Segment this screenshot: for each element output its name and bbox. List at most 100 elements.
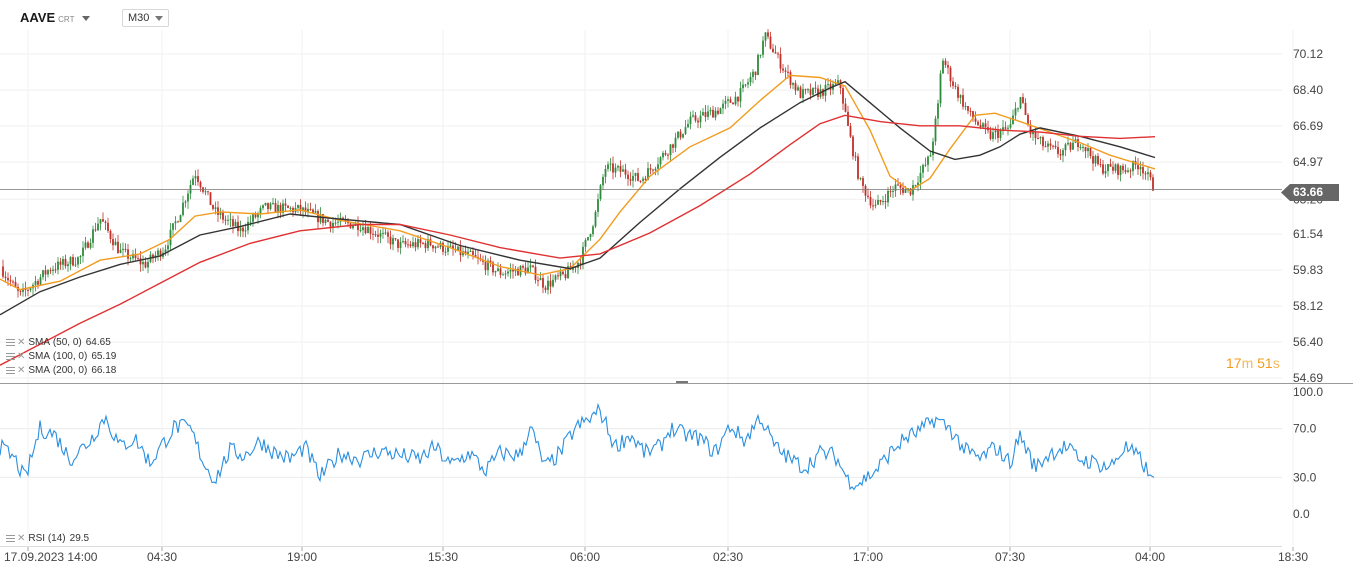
candle-body: [699, 115, 702, 123]
candle-body: [797, 87, 799, 91]
candle-body: [409, 244, 412, 247]
candle-body: [1029, 124, 1032, 135]
price-tick-label: 64.97: [1293, 155, 1323, 169]
candle-body: [1072, 142, 1074, 150]
candle-body: [1082, 146, 1084, 148]
candle-body: [899, 185, 902, 188]
candle-body: [272, 203, 274, 205]
candle-body: [549, 280, 552, 287]
legend-label: SMA: [28, 351, 51, 362]
remove-icon[interactable]: ✕: [17, 337, 26, 348]
candle-body: [1007, 127, 1009, 129]
legend-value: 64.65: [85, 337, 111, 348]
candle-body: [814, 87, 817, 89]
candle-body: [1114, 164, 1117, 171]
settings-lines-icon[interactable]: [6, 535, 15, 542]
candle-body: [749, 77, 752, 83]
candle-body: [84, 242, 87, 248]
candle-body: [969, 110, 972, 112]
candle-body: [89, 242, 92, 248]
candle-body: [1069, 142, 1072, 150]
candle-body: [204, 191, 207, 193]
candle-body: [369, 227, 372, 234]
candle-body: [1122, 165, 1124, 171]
candle-body: [729, 99, 732, 103]
candle-body: [869, 196, 872, 206]
candle-body: [209, 192, 212, 206]
candle-body: [152, 254, 154, 259]
candle-body: [37, 281, 39, 285]
candle-body: [662, 152, 664, 158]
countdown-minutes: 17: [1226, 355, 1242, 371]
candle-body: [677, 131, 679, 138]
candle-body: [72, 257, 74, 266]
candle-body: [882, 201, 884, 203]
candle-body: [982, 123, 984, 128]
candle-countdown: 17m 51s: [1226, 355, 1280, 371]
candle-body: [199, 182, 202, 188]
candle-body: [219, 212, 222, 215]
candle-body: [1017, 108, 1019, 110]
candle-body: [207, 191, 209, 193]
candle-body: [114, 241, 117, 246]
candle-body: [1112, 166, 1114, 171]
candle-body: [39, 277, 42, 285]
candle-body: [887, 190, 889, 203]
candle-body: [597, 199, 599, 212]
candle-body: [189, 184, 192, 194]
candle-body: [719, 108, 722, 114]
candle-body: [622, 169, 624, 172]
symbol-selector[interactable]: AAVE CRT: [20, 10, 91, 25]
candle-body: [639, 180, 642, 182]
candle-body: [1117, 164, 1119, 175]
candle-body: [1004, 127, 1007, 129]
time-tick-label: 06:00: [570, 550, 600, 564]
candle-body: [447, 246, 449, 252]
candle-body: [689, 116, 692, 124]
candle-body: [632, 175, 634, 181]
candle-body: [742, 84, 744, 89]
candle-body: [704, 112, 707, 117]
timeframe-selector[interactable]: M30: [122, 9, 170, 27]
candle-body: [774, 52, 777, 54]
candle-body: [487, 260, 489, 271]
remove-icon[interactable]: ✕: [17, 365, 26, 376]
candle-body: [872, 205, 874, 207]
candle-body: [624, 169, 627, 175]
settings-lines-icon[interactable]: [6, 339, 15, 346]
candle-body: [837, 80, 839, 84]
candle-body: [954, 85, 957, 87]
candle-body: [967, 106, 969, 111]
candle-body: [702, 112, 704, 116]
candle-body: [414, 242, 417, 248]
remove-icon[interactable]: ✕: [17, 533, 26, 544]
candle-body: [214, 207, 217, 209]
candle-body: [119, 249, 122, 253]
candle-body: [579, 262, 582, 265]
candle-body: [87, 242, 89, 248]
settings-lines-icon[interactable]: [6, 353, 15, 360]
candle-body: [842, 88, 844, 104]
legend-params: (100, 0): [52, 351, 88, 362]
candle-body: [427, 239, 429, 249]
candle-body: [247, 221, 249, 231]
candle-body: [1124, 170, 1127, 173]
candle-body: [609, 163, 612, 165]
candle-body: [144, 261, 147, 268]
candle-body: [164, 249, 167, 253]
candle-body: [12, 281, 14, 283]
candle-body: [69, 257, 72, 265]
candle-body: [902, 187, 904, 193]
candle-body: [557, 275, 559, 277]
candle-body: [657, 164, 659, 169]
candle-body: [139, 258, 142, 265]
candle-body: [142, 261, 144, 265]
candle-body: [834, 83, 837, 85]
remove-icon[interactable]: ✕: [17, 351, 26, 362]
candle-body: [1014, 108, 1017, 116]
candle-body: [587, 237, 589, 241]
settings-lines-icon[interactable]: [6, 367, 15, 374]
candle-body: [264, 202, 267, 206]
candle-body: [137, 258, 139, 260]
